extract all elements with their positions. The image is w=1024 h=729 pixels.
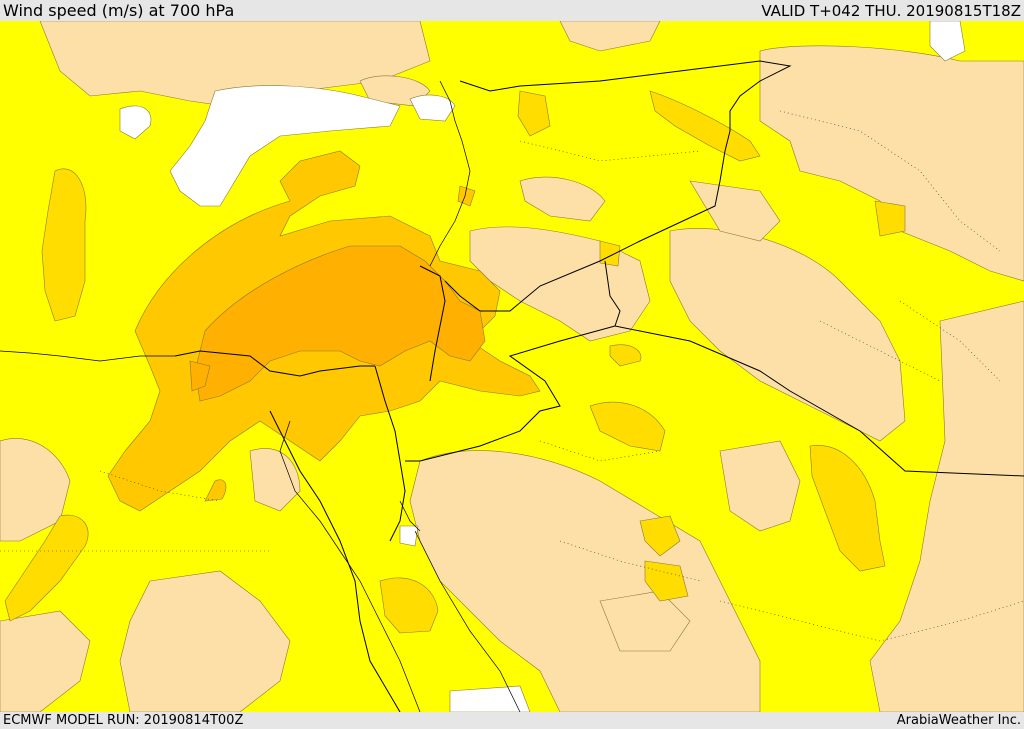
valid-time: VALID T+042 THU. 20190815T18Z (761, 2, 1021, 20)
country-borders (174, 60, 1024, 712)
map-title: Wind speed (m/s) at 700 hPa (3, 1, 235, 20)
fresh-wind-areas (4, 90, 906, 634)
very-strong-wind-core (189, 245, 486, 402)
model-run-label: ECMWF MODEL RUN: 20190814T00Z (3, 713, 244, 728)
credit-label: ArabiaWeather Inc. (896, 713, 1021, 728)
calm-areas (119, 21, 966, 712)
light-wind-areas (0, 21, 1024, 712)
header-bar: Wind speed (m/s) at 700 hPa VALID T+042 … (0, 0, 1024, 21)
coastlines (0, 80, 521, 712)
footer-bar: ECMWF MODEL RUN: 20190814T00Z ArabiaWeat… (0, 712, 1024, 729)
wind-speed-map (0, 21, 1024, 712)
internal-boundaries (0, 110, 1024, 642)
